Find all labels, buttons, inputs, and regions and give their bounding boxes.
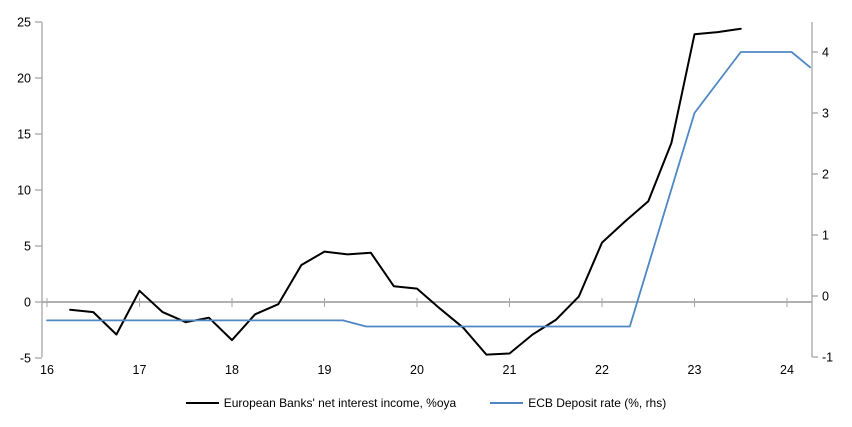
left-axis-tick-label: -5 <box>20 351 31 365</box>
right-axis-tick-label: 0 <box>822 289 829 303</box>
left-axis-tick-label: 20 <box>17 71 31 85</box>
x-axis-tick-label: 21 <box>503 363 517 377</box>
legend-label: European Banks' net interest income, %oy… <box>223 396 457 410</box>
right-axis-tick-label: 1 <box>822 228 829 242</box>
legend-line-sample-black <box>185 402 219 404</box>
legend-label: ECB Deposit rate (%, rhs) <box>528 396 667 410</box>
chart-legend: European Banks' net interest income, %oy… <box>0 396 852 410</box>
left-axis-tick-label: 10 <box>17 183 31 197</box>
x-axis-tick-label: 22 <box>595 363 609 377</box>
left-axis-tick-label: 15 <box>17 127 31 141</box>
series-ecb-deposit-rate <box>46 51 811 328</box>
right-axis-tick-label: 2 <box>822 167 829 181</box>
x-axis-tick-label: 24 <box>780 363 794 377</box>
x-axis-tick-label: 20 <box>410 363 424 377</box>
left-axis-tick-label: 5 <box>24 239 31 253</box>
legend-item-ecb-deposit-rate: ECB Deposit rate (%, rhs) <box>490 396 666 410</box>
x-axis-tick-label: 16 <box>40 363 54 377</box>
x-axis-tick-label: 23 <box>688 363 702 377</box>
x-axis-tick-label: 18 <box>225 363 239 377</box>
legend-item-net-interest-income: European Banks' net interest income, %oy… <box>185 396 457 410</box>
x-axis-tick-label: 19 <box>318 363 332 377</box>
legend-line-sample-blue <box>490 402 524 404</box>
right-axis-tick-label: 3 <box>822 106 829 120</box>
left-axis-tick-label: 0 <box>24 295 31 309</box>
right-axis-tick-label: 4 <box>822 45 829 59</box>
x-axis-tick-label: 17 <box>133 363 147 377</box>
series-net-interest-income <box>69 27 742 356</box>
right-axis-tick-label: -1 <box>822 350 833 364</box>
left-axis-tick-label: 25 <box>17 15 31 29</box>
